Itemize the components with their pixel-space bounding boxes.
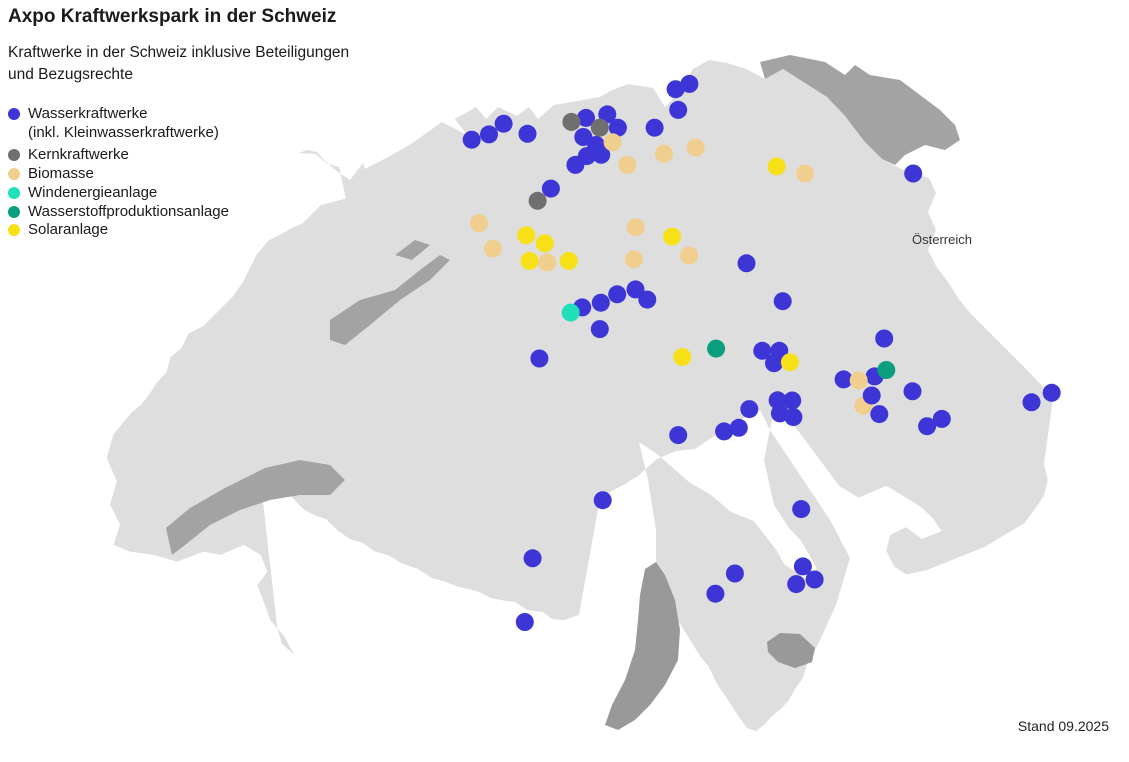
svg-text:Österreich: Österreich: [912, 232, 972, 247]
